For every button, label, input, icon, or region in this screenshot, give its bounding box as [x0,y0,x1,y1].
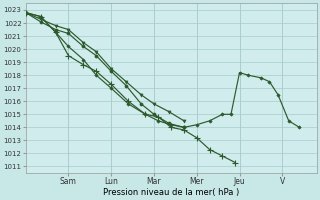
X-axis label: Pression niveau de la mer( hPa ): Pression niveau de la mer( hPa ) [103,188,239,197]
